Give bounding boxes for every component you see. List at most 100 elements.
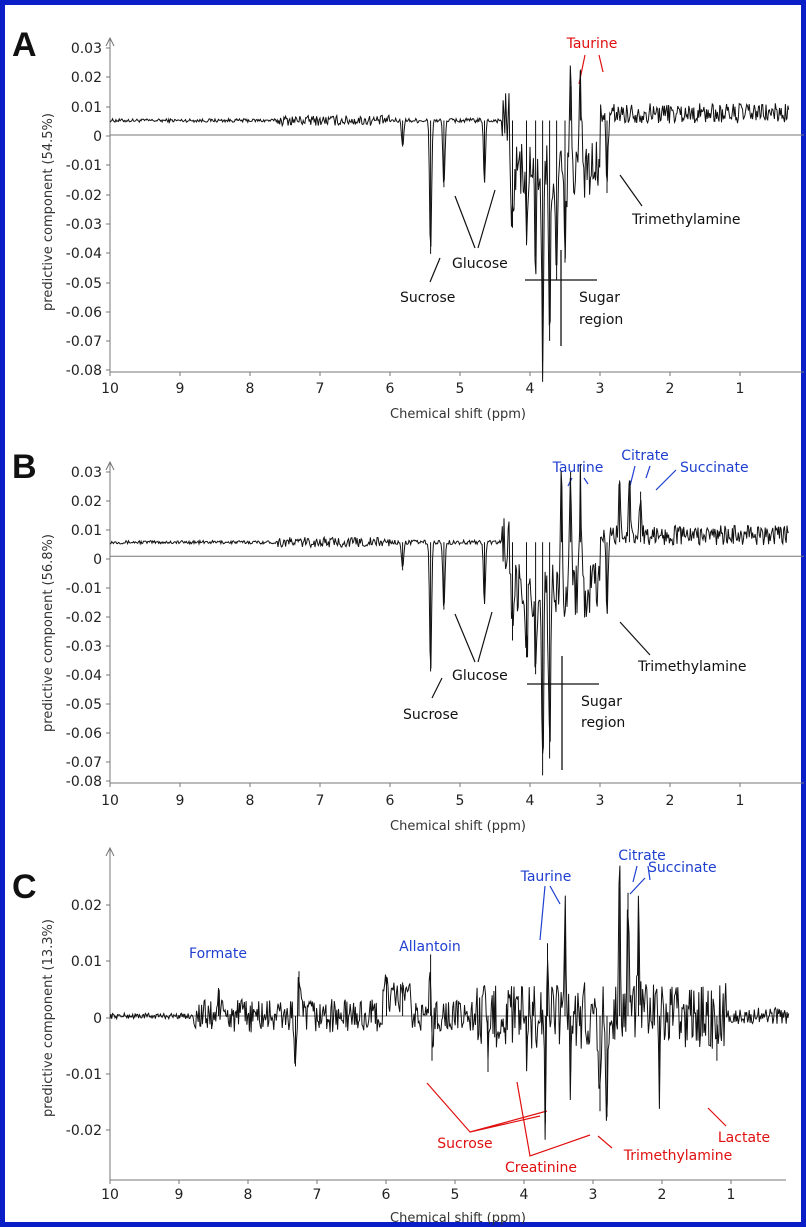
leader-line-sucrose xyxy=(431,677,443,699)
y-tick-label-c: 0.01 xyxy=(71,954,102,970)
x-tick-labels-b: 10 9 8 7 6 5 4 3 2 1 xyxy=(101,793,744,809)
y-tick-label-c: -0.01 xyxy=(66,1067,102,1083)
axis-lines-a xyxy=(109,38,804,373)
annotation-citrate: Citrate xyxy=(618,848,666,864)
y-axis-title-a: predictive component (54.5%) xyxy=(41,113,56,311)
panel-a: A predictive component (54.5%) Chemical … xyxy=(12,26,804,422)
annotation-trimethylamine: Trimethylamine xyxy=(631,212,741,228)
y-tick-label-a: -0.02 xyxy=(66,188,102,204)
leader-line-succinate xyxy=(629,877,646,895)
y-tick-label-b: -0.05 xyxy=(66,697,102,713)
x-tick-label-c: 10 xyxy=(101,1187,119,1203)
y-tick-label-b: -0.07 xyxy=(66,755,102,771)
x-tick-label-a: 4 xyxy=(526,381,535,397)
annotation-trimethylamine: Trimethylamine xyxy=(623,1148,733,1164)
leader-line-trimethylamine xyxy=(619,621,651,656)
annotation-succinate: Succinate xyxy=(680,460,749,476)
annotation-sugar-line2: region xyxy=(579,312,623,328)
y-tick-label-b: -0.03 xyxy=(66,639,102,655)
x-tick-label-c: 2 xyxy=(658,1187,667,1203)
x-tick-label-c: 1 xyxy=(727,1187,736,1203)
spectrum-trace-c xyxy=(109,865,790,1140)
x-tick-label-c: 5 xyxy=(451,1187,460,1203)
x-tick-label-b: 9 xyxy=(176,793,185,809)
y-tick-label-b: -0.08 xyxy=(66,774,102,790)
leader-line-taurine xyxy=(578,54,604,85)
y-tick-label-b: 0.01 xyxy=(71,523,102,539)
y-tick-label-b: 0 xyxy=(93,552,102,568)
x-tick-label-b: 10 xyxy=(101,793,119,809)
axis-lines-b xyxy=(109,462,804,784)
y-axis-arrow-c xyxy=(105,846,115,857)
leader-line-glucose xyxy=(454,189,496,249)
y-axis-arrow-b xyxy=(105,460,115,471)
x-tick-label-b: 4 xyxy=(526,793,535,809)
panel-letter-b: B xyxy=(12,448,37,486)
annotation-glucose: Glucose xyxy=(452,256,508,272)
x-tick-label-b: 3 xyxy=(596,793,605,809)
annotation-taurine: Taurine xyxy=(566,36,618,52)
annotation-glucose: Glucose xyxy=(452,668,508,684)
x-axis-title-c: Chemical shift (ppm) xyxy=(390,1211,526,1226)
y-tick-labels-a: 0.03 0.02 0.01 0 -0.01 -0.02 -0.03 -0.04… xyxy=(66,41,102,379)
y-tick-label-c: 0 xyxy=(93,1011,102,1027)
y-tick-label-a: 0.01 xyxy=(71,100,102,116)
sugar-region-bracket xyxy=(525,250,597,346)
leader-line-sucrose xyxy=(426,1082,548,1133)
y-tick-label-b: -0.01 xyxy=(66,581,102,597)
x-tick-label-a: 10 xyxy=(101,381,119,397)
y-tick-label-a: -0.03 xyxy=(66,217,102,233)
leader-line-trimethylamine xyxy=(619,174,643,207)
y-tick-label-b: 0.03 xyxy=(71,465,102,481)
leader-line-succinate xyxy=(655,469,677,491)
annotation-allantoin: Allantoin xyxy=(399,939,461,955)
annotation-sugar-line1: Sugar xyxy=(579,290,620,306)
x-tick-labels-c: 10 9 8 7 6 5 4 3 2 1 xyxy=(101,1187,735,1203)
x-tick-label-b: 7 xyxy=(316,793,325,809)
spectrum-trace-b xyxy=(109,464,790,754)
y-tick-label-a: -0.04 xyxy=(66,246,102,262)
leader-line-citrate xyxy=(632,865,651,883)
x-tick-label-b: 6 xyxy=(386,793,395,809)
x-tick-label-c: 9 xyxy=(175,1187,184,1203)
annotation-taurine: Taurine xyxy=(552,460,604,476)
x-tick-label-a: 2 xyxy=(666,381,675,397)
y-axis-arrow-a xyxy=(105,36,115,47)
panel-letter-c: C xyxy=(12,868,37,906)
leader-line-lactate xyxy=(707,1107,727,1127)
x-tick-labels-a: 10 9 8 7 6 5 4 3 2 1 xyxy=(101,381,744,397)
panel-b: B predictive component (56.8%) Chemical … xyxy=(12,448,804,834)
y-tick-label-a: 0.03 xyxy=(71,41,102,57)
annotation-creatinine: Creatinine xyxy=(505,1160,577,1176)
panel-letter-a: A xyxy=(12,26,37,64)
x-tick-label-a: 6 xyxy=(386,381,395,397)
x-tick-label-a: 7 xyxy=(316,381,325,397)
x-tick-label-b: 5 xyxy=(456,793,465,809)
x-axis-title-b: Chemical shift (ppm) xyxy=(390,819,526,834)
y-axis-title-b: predictive component (56.8%) xyxy=(41,534,56,732)
leader-line-trimethylamine xyxy=(597,1135,613,1149)
x-tick-label-a: 8 xyxy=(246,381,255,397)
y-tick-label-c: -0.02 xyxy=(66,1123,102,1139)
leader-line-taurine xyxy=(539,885,561,941)
y-axis-title-c: predictive component (13.3%) xyxy=(41,919,56,1117)
x-axis-title-a: Chemical shift (ppm) xyxy=(390,407,526,422)
panel-c: C predictive component (13.3%) Chemical … xyxy=(12,846,790,1226)
y-tick-label-b: -0.02 xyxy=(66,610,102,626)
x-tick-label-c: 7 xyxy=(313,1187,322,1203)
x-tick-label-a: 9 xyxy=(176,381,185,397)
leader-line-glucose xyxy=(454,611,493,663)
x-tick-label-b: 2 xyxy=(666,793,675,809)
x-tick-label-c: 4 xyxy=(520,1187,529,1203)
spectrum-trace-a xyxy=(109,65,790,382)
x-tick-label-b: 8 xyxy=(246,793,255,809)
x-tick-label-a: 5 xyxy=(456,381,465,397)
leader-line-citrate xyxy=(629,465,651,487)
x-tick-label-a: 1 xyxy=(736,381,745,397)
y-tick-label-a: 0 xyxy=(93,129,102,145)
annotation-lactate: Lactate xyxy=(718,1130,770,1146)
annotation-sucrose: Sucrose xyxy=(400,290,455,306)
y-tick-label-c: 0.02 xyxy=(71,898,102,914)
